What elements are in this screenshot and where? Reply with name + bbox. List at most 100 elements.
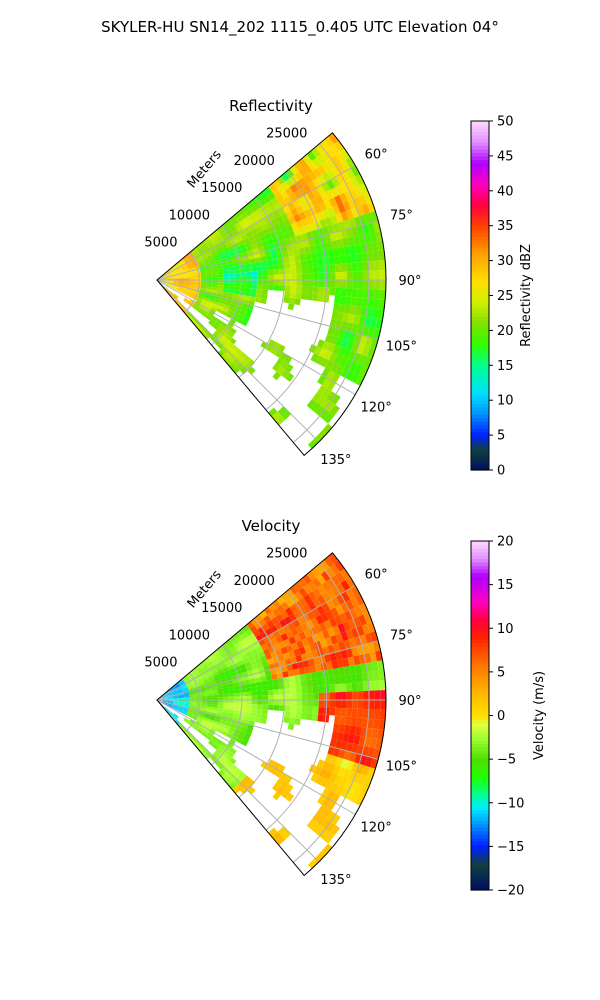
data-cell bbox=[280, 181, 290, 191]
data-cell bbox=[345, 157, 356, 169]
data-cell bbox=[246, 695, 252, 700]
range-ring bbox=[211, 225, 243, 346]
azimuth-tick-label: 135° bbox=[320, 453, 351, 468]
data-cell bbox=[241, 320, 248, 327]
data-cell bbox=[222, 264, 229, 269]
data-cell bbox=[288, 613, 298, 622]
data-cell bbox=[232, 358, 240, 367]
data-cell bbox=[317, 175, 327, 186]
data-cell bbox=[185, 312, 191, 319]
data-cell bbox=[218, 722, 225, 728]
data-cell bbox=[171, 286, 178, 290]
data-cell bbox=[347, 656, 355, 667]
colorbar-band bbox=[471, 428, 489, 433]
data-cell bbox=[280, 633, 289, 642]
data-cell bbox=[265, 254, 273, 261]
data-cell bbox=[290, 687, 297, 695]
data-cell bbox=[306, 190, 316, 201]
data-cell bbox=[217, 285, 224, 289]
data-cell bbox=[251, 704, 258, 709]
data-cell bbox=[288, 675, 296, 683]
data-cell bbox=[228, 248, 236, 254]
colorbar-band bbox=[471, 340, 489, 345]
data-cell bbox=[307, 858, 319, 869]
colorbar-band bbox=[471, 183, 489, 188]
data-cell bbox=[188, 300, 195, 306]
data-cell bbox=[306, 610, 316, 621]
data-cell bbox=[345, 760, 354, 771]
data-cell bbox=[176, 268, 183, 272]
data-cell bbox=[190, 667, 197, 673]
data-cell bbox=[283, 256, 290, 264]
data-cell bbox=[340, 229, 348, 239]
data-cell bbox=[318, 265, 325, 273]
data-cell bbox=[240, 272, 246, 277]
data-cell bbox=[206, 286, 212, 290]
data-cell bbox=[286, 243, 294, 251]
range-tick-label: 15000 bbox=[201, 601, 242, 616]
data-cell bbox=[305, 252, 312, 261]
data-cell bbox=[272, 608, 281, 617]
data-cell bbox=[307, 686, 314, 694]
data-cell bbox=[229, 235, 236, 242]
data-cell bbox=[283, 676, 290, 684]
data-cell bbox=[374, 270, 381, 280]
data-cell bbox=[166, 693, 173, 697]
data-cell bbox=[197, 248, 204, 254]
data-cell bbox=[243, 355, 251, 363]
data-cell bbox=[208, 256, 215, 261]
azimuth-gridline bbox=[156, 220, 379, 281]
data-cell bbox=[245, 707, 252, 713]
data-cell bbox=[255, 261, 262, 267]
data-cell bbox=[351, 743, 359, 754]
data-cell bbox=[199, 709, 206, 713]
data-cell bbox=[227, 321, 235, 328]
data-cell bbox=[339, 296, 347, 305]
data-cell bbox=[199, 289, 206, 293]
data-cell bbox=[218, 277, 224, 280]
data-cell bbox=[201, 697, 207, 700]
data-cell bbox=[181, 308, 187, 314]
data-cell bbox=[206, 697, 213, 700]
data-cell bbox=[335, 365, 345, 376]
data-cell bbox=[335, 173, 346, 185]
data-cell bbox=[263, 648, 271, 656]
data-cell bbox=[184, 274, 190, 277]
data-cell bbox=[205, 331, 213, 338]
range-ring bbox=[292, 143, 370, 443]
data-cell bbox=[343, 246, 351, 256]
data-cell bbox=[273, 689, 280, 695]
data-cell bbox=[257, 700, 263, 705]
data-cell bbox=[247, 655, 255, 662]
data-cell bbox=[367, 671, 374, 682]
data-cell bbox=[351, 226, 359, 237]
data-cell bbox=[216, 738, 223, 745]
colorbar-band bbox=[471, 379, 489, 384]
colorbar-band bbox=[471, 725, 489, 731]
data-cell bbox=[321, 843, 333, 855]
colorbar-tick-label: −10 bbox=[497, 796, 524, 811]
data-cell bbox=[304, 666, 311, 674]
data-cell bbox=[277, 406, 288, 416]
data-cell bbox=[320, 357, 329, 368]
colorbar-band bbox=[471, 806, 489, 811]
data-cell bbox=[167, 698, 174, 700]
data-cell bbox=[335, 151, 346, 163]
data-cell bbox=[214, 677, 221, 682]
colorbar-band bbox=[471, 712, 489, 717]
data-cell bbox=[232, 731, 240, 738]
data-cell bbox=[377, 729, 384, 740]
data-cell bbox=[340, 602, 350, 613]
data-cell bbox=[233, 212, 241, 219]
data-cell bbox=[340, 171, 351, 182]
data-cell bbox=[329, 652, 337, 662]
colorbar-band bbox=[471, 452, 489, 457]
data-cell bbox=[187, 711, 194, 715]
data-cell bbox=[342, 348, 352, 360]
data-cell bbox=[239, 310, 246, 317]
data-cell bbox=[331, 792, 341, 804]
data-cell bbox=[239, 771, 247, 780]
data-cell bbox=[178, 694, 185, 697]
data-cell bbox=[166, 693, 172, 696]
data-cell bbox=[201, 700, 207, 703]
